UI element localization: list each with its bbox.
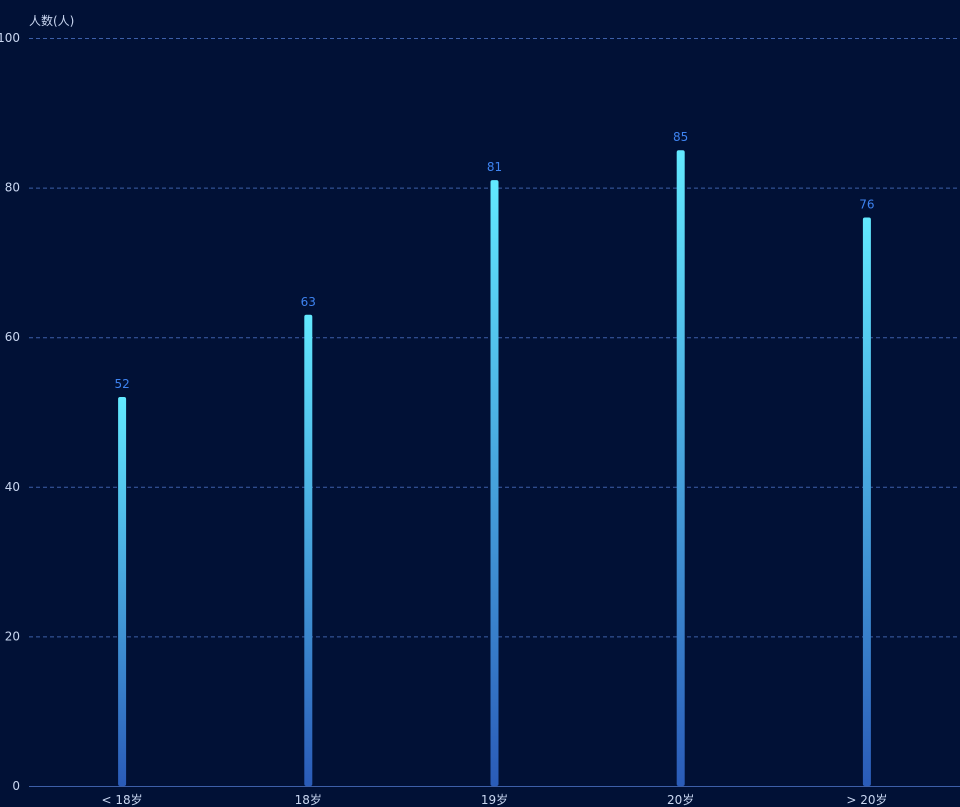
y-tick-label: 60 <box>5 330 20 344</box>
x-tick-label: 19岁 <box>481 792 508 807</box>
x-axis-ticks: < 18岁 18岁 19岁 20岁 > 20岁 <box>102 792 888 807</box>
x-tick-label: 18岁 <box>295 792 322 807</box>
bar[interactable] <box>118 397 127 786</box>
data-label: 85 <box>673 130 688 144</box>
y-axis-ticks: 0 20 40 60 80 100 <box>0 31 20 793</box>
x-tick-label: < 18岁 <box>102 792 143 807</box>
bar[interactable] <box>304 314 313 786</box>
data-label: 76 <box>859 198 874 212</box>
bar[interactable] <box>490 180 499 786</box>
bars <box>118 150 871 786</box>
data-label: 52 <box>114 377 129 391</box>
y-tick-label: 80 <box>5 181 20 195</box>
data-label: 63 <box>301 295 316 309</box>
y-axis-title: 人数(人) <box>29 13 74 28</box>
data-label: 81 <box>487 160 502 174</box>
x-tick-label: > 20岁 <box>846 792 887 807</box>
data-labels: 52 63 81 85 76 <box>114 130 874 391</box>
y-tick-label: 20 <box>5 629 20 643</box>
y-tick-label: 0 <box>12 779 20 793</box>
y-tick-label: 100 <box>0 31 20 45</box>
x-tick-label: 20岁 <box>667 792 694 807</box>
y-tick-label: 40 <box>5 480 20 494</box>
bar[interactable] <box>676 150 685 786</box>
bar[interactable] <box>862 217 871 786</box>
